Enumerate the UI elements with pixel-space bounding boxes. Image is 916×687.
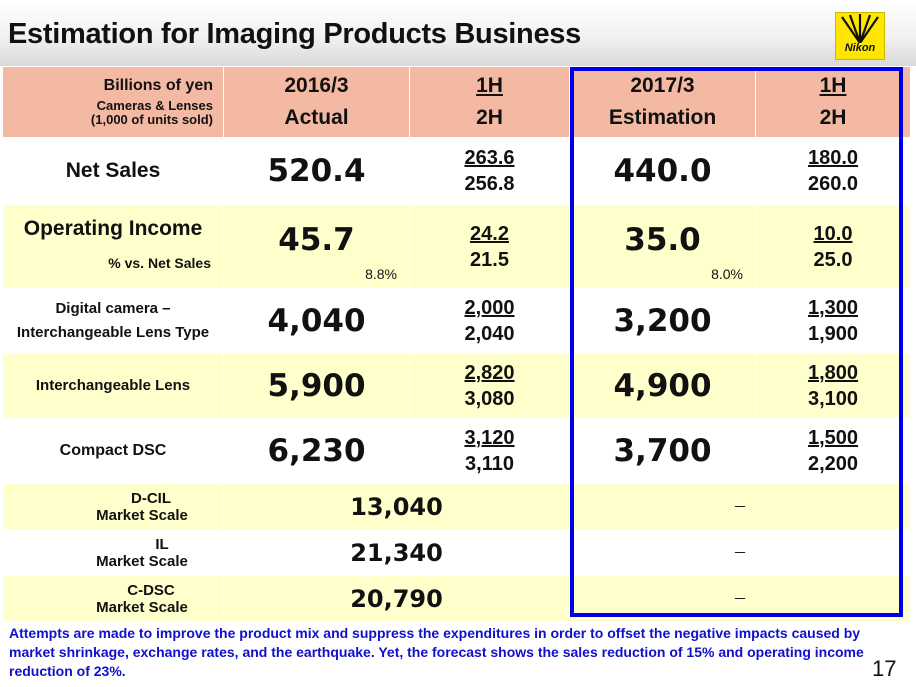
corner-header-cell: Billions of yen Cameras & Lenses (1,000 … [2,66,224,138]
unit-label: Billions of yen [103,77,213,94]
net-sales-h2017: 180.0 260.0 [755,137,911,205]
operating-income-fy2016: 45.7 [278,221,355,258]
net-sales-2h-2016: 256.8 [464,173,515,195]
col-header-fy2016: 2016/3 Actual [223,66,410,138]
dcil-market-2016: 13,040 [223,483,570,530]
operating-income-1h-2016: 24.2 [470,222,509,245]
table-row-operating-income: Operating Income % vs. Net Sales 45.7 8.… [2,204,911,289]
compact-dsc-h2016: 3,120 3,110 [409,418,570,484]
table-row-il-market: IL Market Scale 21,340 － [2,529,911,576]
row-label-il-market: IL Market Scale [2,529,224,576]
il-market-label-line1: IL [155,535,169,553]
table-row-interchangeable-lens: Interchangeable Lens 5,900 2,820 3,080 4… [2,353,911,419]
row-label-operating-income: Operating Income % vs. Net Sales [2,204,224,289]
net-sales-fy2016: 520.4 [223,137,410,205]
digital-camera-1h-2016: 2,000 [464,297,515,319]
digital-camera-h2016: 2,000 2,040 [409,288,570,354]
interchangeable-lens-h2016: 2,820 3,080 [409,353,570,419]
dcil-market-2017: － [569,483,911,530]
dcil-market-label-line1: D-CIL [131,489,171,507]
row-label-compact-dsc: Compact DSC [2,418,224,484]
interchangeable-lens-1h-2017: 1,800 [807,362,859,384]
table-row-digital-camera: Digital camera – Interchangeable Lens Ty… [2,288,911,354]
il-market-label-line2: Market Scale [96,552,188,570]
logo-text: Nikon [844,42,876,54]
operating-margin-2017: 8.0% [711,266,743,282]
col-fy2017-period: 2017/3 [630,74,695,97]
interchangeable-lens-fy2016: 5,900 [223,353,410,419]
col-header-fy2017: 2017/3 Estimation [569,66,756,138]
il-market-2016: 21,340 [223,529,570,576]
slide-title: Estimation for Imaging Products Business [8,18,581,50]
digital-camera-fy2016: 4,040 [223,288,410,354]
digital-camera-2h-2017: 1,900 [807,323,859,345]
col-fy2017-type: Estimation [608,106,717,129]
table-row-dcil-market: D-CIL Market Scale 13,040 － [2,483,911,530]
il-market-2017: － [569,529,911,576]
interchangeable-lens-1h-2016: 2,820 [464,362,515,384]
footnote: Attempts are made to improve the product… [9,625,864,679]
compact-dsc-1h-2017: 1,500 [807,427,859,449]
digital-camera-2h-2016: 2,040 [464,323,515,345]
operating-income-fy2016-cell: 45.7 8.8% [223,204,410,289]
col-header-h2017: 1H 2H [755,66,911,138]
interchangeable-lens-2h-2017: 3,100 [807,388,859,410]
table-row-net-sales: Net Sales 520.4 263.6 256.8 440.0 180.0 … [2,137,911,205]
col-fy2016-period: 2016/3 [284,74,349,97]
col-header-h2016: 1H 2H [409,66,570,138]
cdsc-market-2016: 20,790 [223,575,570,622]
cdsc-market-label-line1: C-DSC [127,581,175,599]
operating-margin-2016: 8.8% [365,266,397,282]
page-number: 17 [872,656,897,681]
compact-dsc-1h-2016: 3,120 [464,427,515,449]
dcil-market-label-line2: Market Scale [96,506,188,524]
compact-dsc-2h-2017: 2,200 [807,453,859,475]
interchangeable-lens-2h-2016: 3,080 [464,388,515,410]
net-sales-1h-2017: 180.0 [807,147,859,169]
digital-camera-fy2017: 3,200 [569,288,756,354]
logo-rays-icon [841,14,879,43]
net-sales-h2016: 263.6 256.8 [409,137,570,205]
units-label-line2: (1,000 of units sold) [90,112,213,127]
operating-income-label: Operating Income [23,217,203,240]
digital-camera-label-line1: Digital camera – [55,300,171,317]
operating-income-h2017: 10.0 25.0 [755,204,911,289]
table-row-compact-dsc: Compact DSC 6,230 3,120 3,110 3,700 1,50… [2,418,911,484]
slide-header: Estimation for Imaging Products Business… [0,0,916,66]
row-label-digital-camera: Digital camera – Interchangeable Lens Ty… [2,288,224,354]
col-h2017-1h: 1H [819,74,847,97]
cdsc-market-label-line2: Market Scale [96,598,188,616]
row-label-dcil-market: D-CIL Market Scale [2,483,224,530]
units-label-line1: Cameras & Lenses [96,98,213,113]
compact-dsc-2h-2016: 3,110 [465,453,514,475]
digital-camera-1h-2017: 1,300 [807,297,859,319]
col-h2016-1h: 1H [476,74,503,97]
estimation-table: Billions of yen Cameras & Lenses (1,000 … [2,66,911,622]
digital-camera-h2017: 1,300 1,900 [755,288,911,354]
operating-income-1h-2017: 10.0 [813,222,853,245]
net-sales-fy2017: 440.0 [569,137,756,205]
nikon-logo: Nikon [835,12,885,60]
operating-income-fy2017: 35.0 [624,221,701,258]
row-label-interchangeable-lens: Interchangeable Lens [2,353,224,419]
net-sales-1h-2016: 263.6 [464,147,515,169]
operating-income-sublabel: % vs. Net Sales [108,255,211,271]
row-label-net-sales: Net Sales [2,137,224,205]
col-fy2016-type: Actual [284,106,349,129]
fy2017-highlight-box [570,67,903,617]
interchangeable-lens-h2017: 1,800 3,100 [755,353,911,419]
row-label-cdsc-market: C-DSC Market Scale [2,575,224,622]
col-h2017-2h: 2H [819,106,847,129]
operating-income-2h-2017: 25.0 [813,248,853,271]
table-header-row: Billions of yen Cameras & Lenses (1,000 … [2,66,911,138]
operating-income-2h-2016: 21.5 [470,248,509,271]
net-sales-2h-2017: 260.0 [807,173,859,195]
digital-camera-label-line2: Interchangeable Lens Type [16,324,210,341]
col-h2016-2h: 2H [476,106,503,129]
compact-dsc-h2017: 1,500 2,200 [755,418,911,484]
operating-income-h2016: 24.2 21.5 [409,204,570,289]
compact-dsc-fy2016: 6,230 [223,418,410,484]
